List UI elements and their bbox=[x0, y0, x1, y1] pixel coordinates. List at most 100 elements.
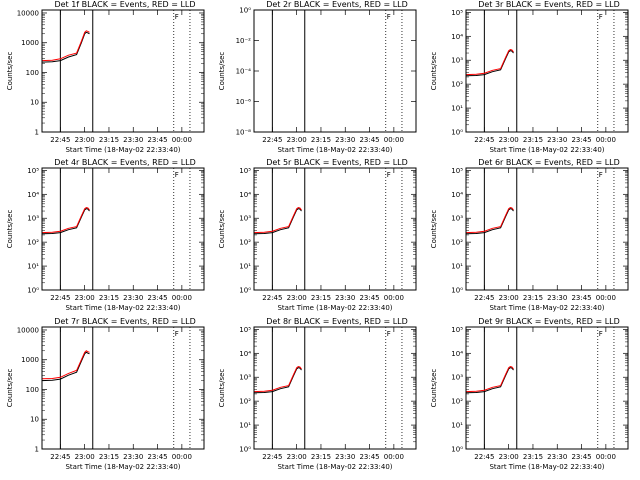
x-axis-label: Start Time (18-May-02 22:33:40) bbox=[65, 463, 180, 471]
x-axis-label: Start Time (18-May-02 22:33:40) bbox=[65, 304, 180, 312]
y-tick-label: 10² bbox=[451, 81, 463, 89]
series-line-lld bbox=[253, 365, 302, 393]
x-tick-label: 00:00 bbox=[384, 453, 404, 461]
series-line-lld bbox=[465, 365, 514, 393]
corner-mark: F bbox=[175, 13, 179, 21]
y-tick-label: 10³ bbox=[27, 215, 39, 223]
x-tick-label: 00:00 bbox=[172, 453, 192, 461]
x-tick-label: 23:45 bbox=[147, 136, 167, 144]
x-tick-label: 23:45 bbox=[571, 294, 591, 302]
plot-frame bbox=[253, 167, 417, 291]
y-axis-label: Counts/sec bbox=[218, 369, 226, 408]
y-tick-label: 10⁵ bbox=[239, 326, 251, 334]
x-tick-label: 23:15 bbox=[99, 453, 119, 461]
y-tick-label: 10² bbox=[27, 239, 39, 247]
chart-panel-5: Det 5r BLACK = Events, RED = LLD Counts/s… bbox=[218, 158, 417, 312]
y-axis-label: Counts/sec bbox=[430, 369, 438, 408]
chart-panel-1: Det 1f BLACK = Events, RED = LLD Counts/s… bbox=[6, 0, 205, 154]
x-tick-label: 23:00 bbox=[287, 136, 307, 144]
series-line-lld bbox=[41, 30, 90, 62]
x-tick-label: 23:00 bbox=[287, 453, 307, 461]
x-tick-label: 00:00 bbox=[384, 136, 404, 144]
x-tick-label: 23:00 bbox=[499, 136, 519, 144]
x-tick-label: 23:15 bbox=[523, 453, 543, 461]
chart-title: Det 2r BLACK = Events, RED = LLD bbox=[266, 0, 408, 9]
series-line-lld bbox=[465, 48, 514, 76]
y-axis-label: Counts/sec bbox=[6, 52, 14, 91]
chart-title: Det 3r BLACK = Events, RED = LLD bbox=[478, 0, 620, 9]
y-tick-label: 1 bbox=[35, 446, 39, 454]
y-tick-label: 10000 bbox=[17, 326, 39, 334]
chart-title: Det 4r BLACK = Events, RED = LLD bbox=[54, 158, 196, 167]
y-axis-label: Counts/sec bbox=[218, 210, 226, 249]
x-tick-label: 23:45 bbox=[571, 136, 591, 144]
y-axis-label: Counts/sec bbox=[6, 369, 14, 408]
y-tick-label: 10 bbox=[30, 99, 39, 107]
chart-panel-3: Det 3r BLACK = Events, RED = LLD Counts/s… bbox=[430, 0, 629, 154]
chart-title: Det 7r BLACK = Events, RED = LLD bbox=[54, 317, 196, 326]
chart-panel-6: Det 6r BLACK = Events, RED = LLD Counts/s… bbox=[430, 158, 629, 312]
x-tick-label: 23:30 bbox=[547, 294, 567, 302]
x-tick-label: 23:30 bbox=[335, 294, 355, 302]
y-tick-label: 10 bbox=[30, 416, 39, 424]
x-tick-label: 23:30 bbox=[335, 136, 355, 144]
plot-frame bbox=[41, 9, 205, 133]
y-tick-label: 1 bbox=[35, 129, 39, 137]
corner-mark: F bbox=[599, 330, 603, 338]
x-tick-label: 00:00 bbox=[596, 453, 616, 461]
x-tick-label: 22:45 bbox=[50, 453, 70, 461]
x-tick-label: 23:15 bbox=[311, 136, 331, 144]
chart-panel-7: Det 7r BLACK = Events, RED = LLD Counts/s… bbox=[6, 317, 205, 471]
plot-frame bbox=[253, 9, 417, 133]
y-tick-label: 10³ bbox=[451, 374, 463, 382]
y-tick-label: 10¹ bbox=[239, 263, 251, 271]
y-tick-label: 10⁰ bbox=[27, 287, 39, 295]
x-tick-label: 22:45 bbox=[262, 294, 282, 302]
series-line-events bbox=[465, 208, 514, 235]
y-tick-label: 10⁴ bbox=[451, 191, 463, 199]
series-line-events bbox=[465, 50, 514, 77]
y-tick-label: 10⁰ bbox=[451, 129, 463, 137]
x-axis-label: Start Time (18-May-02 22:33:40) bbox=[489, 463, 604, 471]
y-tick-label: 10⁰ bbox=[451, 446, 463, 454]
plot-frame bbox=[253, 326, 417, 450]
x-tick-label: 23:15 bbox=[523, 294, 543, 302]
y-tick-label: 1000 bbox=[21, 356, 39, 364]
series-line-events bbox=[465, 367, 514, 394]
corner-mark: F bbox=[387, 13, 391, 21]
y-axis-label: Counts/sec bbox=[430, 210, 438, 249]
series-line-events bbox=[253, 208, 302, 235]
y-tick-label: 10⁴ bbox=[451, 350, 463, 358]
x-tick-label: 00:00 bbox=[596, 294, 616, 302]
series-line-lld bbox=[253, 206, 302, 234]
y-axis-label: Counts/sec bbox=[218, 52, 226, 91]
y-tick-label: 100 bbox=[26, 386, 39, 394]
y-tick-label: 10² bbox=[239, 239, 251, 247]
x-tick-label: 23:00 bbox=[75, 453, 95, 461]
x-tick-label: 22:45 bbox=[474, 294, 494, 302]
x-tick-label: 23:15 bbox=[311, 453, 331, 461]
x-tick-label: 22:45 bbox=[50, 136, 70, 144]
corner-mark: F bbox=[387, 171, 391, 179]
chart-title: Det 9r BLACK = Events, RED = LLD bbox=[478, 317, 620, 326]
y-tick-label: 10⁻⁸ bbox=[236, 129, 252, 137]
x-tick-label: 23:45 bbox=[359, 453, 379, 461]
corner-mark: F bbox=[175, 330, 179, 338]
series-line-events bbox=[253, 367, 302, 394]
corner-mark: F bbox=[387, 330, 391, 338]
x-tick-label: 22:45 bbox=[262, 453, 282, 461]
x-tick-label: 22:45 bbox=[50, 294, 70, 302]
corner-mark: F bbox=[175, 171, 179, 179]
chart-title: Det 1f BLACK = Events, RED = LLD bbox=[54, 0, 195, 9]
x-tick-label: 23:15 bbox=[311, 294, 331, 302]
x-tick-label: 23:15 bbox=[523, 136, 543, 144]
y-axis-label: Counts/sec bbox=[430, 52, 438, 91]
chart-title: Det 5r BLACK = Events, RED = LLD bbox=[266, 158, 408, 167]
series-line-events bbox=[41, 351, 90, 382]
x-tick-label: 23:45 bbox=[359, 294, 379, 302]
y-axis-label: Counts/sec bbox=[6, 210, 14, 249]
y-tick-label: 10³ bbox=[239, 215, 251, 223]
y-tick-label: 10⁴ bbox=[239, 191, 251, 199]
y-tick-label: 10³ bbox=[451, 57, 463, 65]
